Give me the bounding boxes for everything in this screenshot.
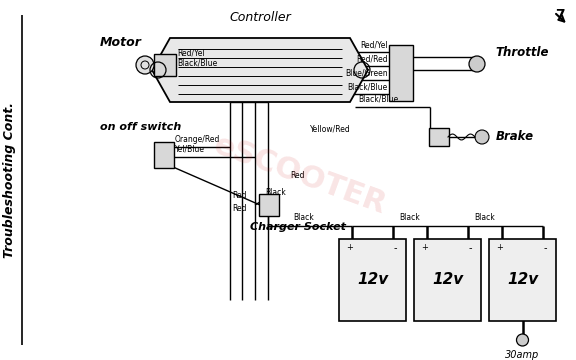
Polygon shape <box>152 38 368 102</box>
Text: Motor: Motor <box>100 36 142 49</box>
Circle shape <box>469 56 485 72</box>
Circle shape <box>475 130 489 144</box>
Text: Black/Blue: Black/Blue <box>348 82 388 91</box>
Text: Black: Black <box>294 213 314 222</box>
Circle shape <box>517 334 529 346</box>
Text: Brake: Brake <box>496 130 534 144</box>
Text: Red/Yel: Red/Yel <box>361 40 388 49</box>
Text: Red/Yel: Red/Yel <box>177 48 204 57</box>
Text: Red: Red <box>232 204 247 213</box>
FancyBboxPatch shape <box>489 239 556 321</box>
Text: Yel/Blue: Yel/Blue <box>175 145 205 154</box>
Text: Black/Blue: Black/Blue <box>358 95 398 104</box>
Text: +: + <box>347 243 354 252</box>
Text: -: - <box>393 243 397 253</box>
Text: Throttle: Throttle <box>495 46 548 59</box>
Text: -: - <box>543 243 547 253</box>
Text: 30amp: 30amp <box>505 350 540 360</box>
Text: 12v: 12v <box>507 273 538 288</box>
Text: +: + <box>422 243 429 252</box>
Text: Red: Red <box>232 191 247 200</box>
FancyBboxPatch shape <box>339 239 406 321</box>
Text: Blue/Green: Blue/Green <box>346 68 388 77</box>
Text: Charger Socket: Charger Socket <box>250 222 346 232</box>
Text: Controller: Controller <box>229 11 291 24</box>
Text: Red/Red: Red/Red <box>357 54 388 63</box>
Text: Black: Black <box>400 213 420 222</box>
Text: Black: Black <box>265 188 286 197</box>
FancyBboxPatch shape <box>414 239 481 321</box>
FancyBboxPatch shape <box>154 142 174 168</box>
Text: Yellow/Red: Yellow/Red <box>310 125 351 134</box>
Text: Orange/Red: Orange/Red <box>175 135 221 144</box>
FancyBboxPatch shape <box>259 194 279 216</box>
Text: 12v: 12v <box>357 273 388 288</box>
FancyBboxPatch shape <box>429 128 449 146</box>
Text: Black: Black <box>475 213 495 222</box>
Text: on off switch: on off switch <box>100 122 181 132</box>
FancyBboxPatch shape <box>389 45 413 101</box>
Text: 12v: 12v <box>432 273 463 288</box>
FancyBboxPatch shape <box>154 54 176 76</box>
Text: eSCOOTER: eSCOOTER <box>210 130 391 220</box>
Text: +: + <box>497 243 503 252</box>
Text: Black/Blue: Black/Blue <box>177 58 217 67</box>
Circle shape <box>136 56 154 74</box>
Text: Red: Red <box>290 171 305 180</box>
Text: Troubleshooting Cont.: Troubleshooting Cont. <box>3 102 17 258</box>
Text: -: - <box>468 243 472 253</box>
Text: 7: 7 <box>555 8 565 22</box>
